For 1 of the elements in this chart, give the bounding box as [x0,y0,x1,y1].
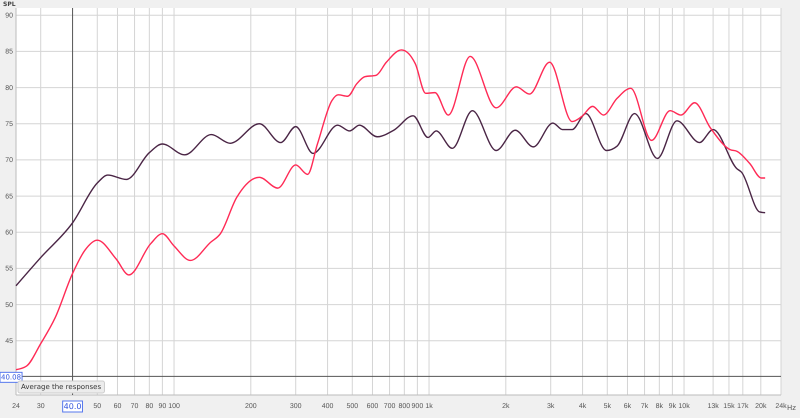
ref-line-label: 40.0 [64,402,82,411]
